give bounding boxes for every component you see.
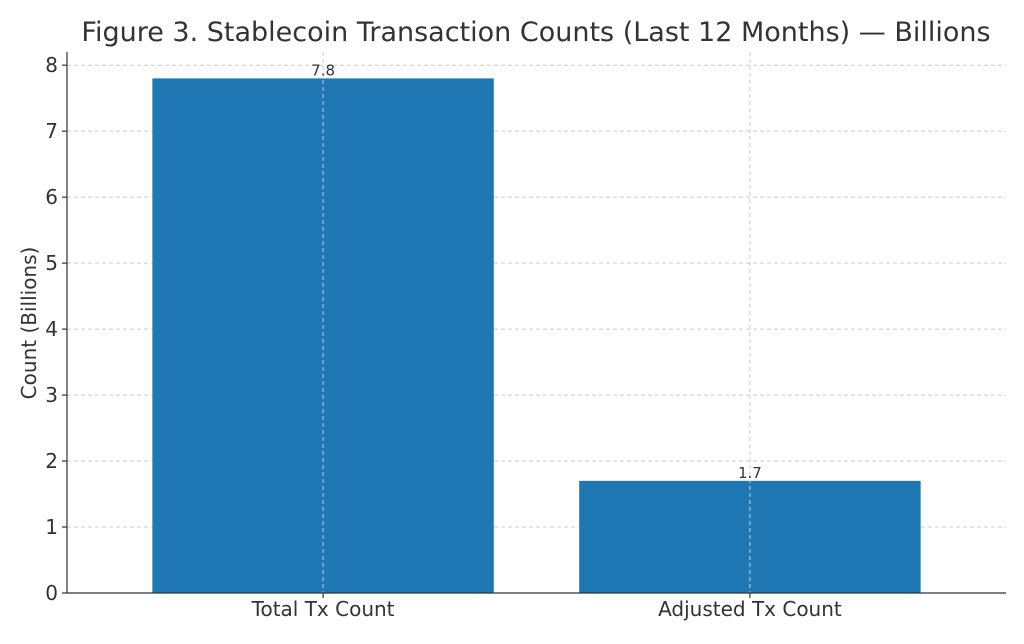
axes <box>66 52 1006 594</box>
x-tick-label: Adjusted Tx Count <box>658 597 842 621</box>
vertical-grid-lines <box>322 52 751 593</box>
y-tick-label: 6 <box>45 185 58 209</box>
x-ticks: Total Tx Count Adjusted Tx Count <box>251 593 842 621</box>
y-ticks: 0 1 2 3 4 5 6 7 8 <box>45 53 67 605</box>
y-tick-label: 0 <box>45 581 58 605</box>
y-tick-label: 7 <box>45 119 58 143</box>
y-axis-label: Count (Billions) <box>17 247 41 400</box>
y-tick-label: 2 <box>45 449 58 473</box>
data-label: 1.7 <box>738 464 762 482</box>
chart-title: Figure 3. Stablecoin Transaction Counts … <box>81 17 990 48</box>
y-tick-label: 5 <box>45 251 58 275</box>
y-tick-label: 8 <box>45 53 58 77</box>
y-tick-label: 1 <box>45 515 58 539</box>
data-label: 7.8 <box>311 61 335 79</box>
y-tick-label: 4 <box>45 317 58 341</box>
bars <box>152 78 921 593</box>
x-tick-label: Total Tx Count <box>251 597 395 621</box>
y-tick-label: 3 <box>45 383 58 407</box>
data-labels: 7.8 1.7 <box>311 61 762 481</box>
